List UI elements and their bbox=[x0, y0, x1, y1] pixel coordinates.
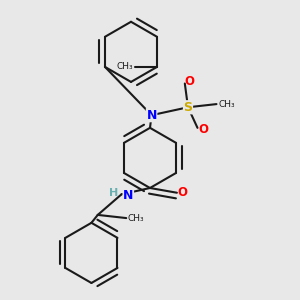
Text: CH₃: CH₃ bbox=[117, 62, 133, 71]
Text: O: O bbox=[177, 186, 187, 199]
Text: S: S bbox=[184, 101, 193, 114]
Text: O: O bbox=[199, 123, 209, 136]
Text: N: N bbox=[123, 189, 134, 203]
Text: O: O bbox=[184, 75, 195, 88]
Text: N: N bbox=[146, 109, 157, 122]
Text: H: H bbox=[109, 188, 118, 198]
Text: CH₃: CH₃ bbox=[128, 214, 145, 223]
Text: CH₃: CH₃ bbox=[218, 100, 235, 109]
